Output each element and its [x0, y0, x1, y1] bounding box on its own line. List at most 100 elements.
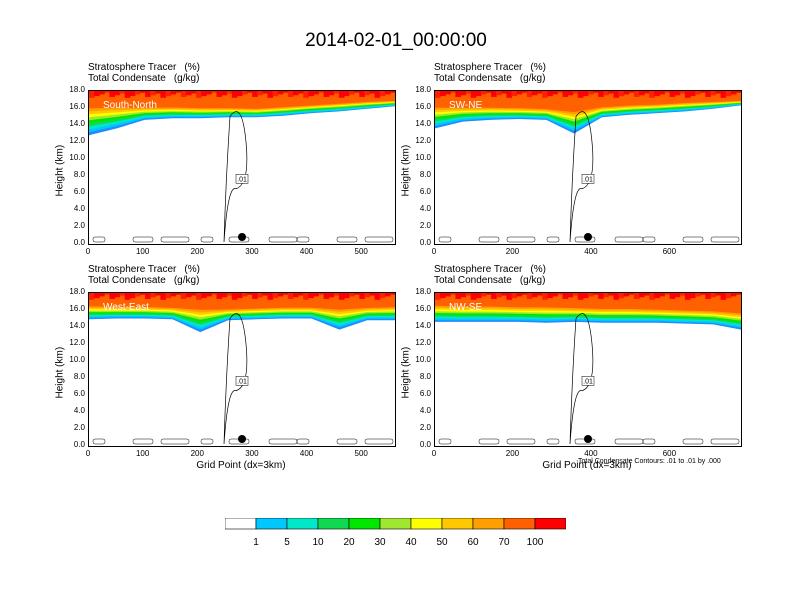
tracer-cap — [231, 91, 238, 98]
tracer-cap — [170, 91, 177, 95]
tracer-cap — [633, 91, 640, 97]
tracer-cap — [542, 293, 548, 300]
cross-section-svg: .01 West-East — [89, 293, 395, 445]
contour-footnote: Total Condensate Contours: .01 to .01 by… — [578, 458, 721, 465]
tracer-cap — [735, 91, 741, 93]
tracer-cap — [211, 293, 217, 295]
tracer-cap — [338, 91, 345, 98]
cross-section-svg: .01 NW-SE — [435, 293, 741, 445]
panel-label: SW-NE — [449, 100, 482, 111]
tracer-cap — [674, 293, 681, 298]
x-axis-label: Grid Point (dx=3km) — [542, 460, 632, 471]
location-marker — [238, 435, 246, 443]
tracer-cap — [236, 293, 243, 299]
condensate-contour-low — [160, 438, 190, 445]
panel-label: West-East — [103, 302, 149, 313]
panel-header: Stratosphere Tracer (%) Total Condensate (g… — [88, 264, 200, 286]
y-tick-label: 10.0 — [415, 153, 431, 162]
tracer-cap — [267, 293, 274, 300]
y-tick-label: 6.0 — [73, 187, 85, 196]
tracer-cap — [175, 293, 182, 295]
tracer-cap — [710, 91, 716, 96]
y-tick-label: 2.0 — [419, 221, 431, 230]
tracer-cap — [272, 91, 279, 97]
header-condensate: Total Condensate (g/kg) — [434, 73, 546, 84]
y-tick-label: 16.0 — [415, 102, 431, 111]
tracer-cap — [150, 91, 156, 96]
tracer-cap — [531, 91, 538, 96]
tracer-cap — [710, 293, 716, 298]
tracer-cap — [104, 293, 110, 295]
tracer-cap — [160, 91, 166, 98]
x-tick-label: 200 — [190, 449, 204, 458]
y-tick-label: 2.0 — [419, 423, 431, 432]
tracer-cap — [196, 293, 202, 300]
panel-header: Stratosphere Tracer (%) Total Condensate (g… — [434, 62, 546, 84]
tracer-cap — [272, 293, 279, 299]
condensate-contour-low — [296, 438, 310, 445]
tracer-cap — [613, 293, 620, 300]
y-tick-label: 18.0 — [69, 287, 85, 296]
tracer-cap — [445, 91, 451, 95]
tracer-cap — [521, 91, 528, 93]
x-tick-label: 600 — [662, 449, 677, 458]
condensate-contour-low — [438, 438, 452, 445]
tracer-cap — [359, 293, 365, 299]
tracer-cap — [140, 91, 146, 93]
tracer-cap — [293, 293, 299, 298]
tracer-cap — [344, 293, 350, 299]
tracer-cap — [470, 293, 477, 300]
y-tick-label: 12.0 — [415, 136, 431, 145]
y-tick-label: 4.0 — [419, 204, 431, 213]
header-tracer-unit: (%) — [530, 264, 546, 275]
tracer-cap — [552, 91, 558, 95]
tracer-cap — [293, 91, 299, 96]
tracer-cap — [369, 91, 376, 94]
tracer-cap — [572, 91, 579, 94]
tracer-cap — [94, 91, 100, 97]
tracer-cap — [562, 293, 569, 299]
tracer-cap — [598, 91, 604, 97]
tracer-cap — [140, 293, 146, 295]
tracer-cap — [303, 293, 309, 300]
tracer-cap — [582, 293, 589, 299]
tracer-cap — [700, 91, 706, 93]
tracer-cap — [109, 91, 115, 97]
tracer-cap — [618, 91, 625, 97]
y-tick-label: 4.0 — [419, 406, 431, 415]
tracer-cap — [715, 91, 722, 94]
contour-label: .01 — [581, 376, 595, 386]
y-tick-label: 4.0 — [73, 406, 85, 415]
panel-label: South-North — [103, 100, 157, 111]
colorbar-segment — [255, 518, 288, 530]
tracer-cap — [684, 91, 691, 98]
colorbar-segment — [317, 518, 350, 530]
x-tick-label: 400 — [584, 449, 598, 458]
tracer-cap — [679, 91, 686, 94]
tracer-cap — [547, 293, 553, 299]
tracer-cap — [725, 91, 732, 97]
tracer-cap — [649, 293, 655, 300]
panel-header: Stratosphere Tracer (%) Total Condensate (g… — [88, 62, 200, 84]
tracer-cap — [593, 91, 599, 93]
y-tick-label: 8.0 — [73, 372, 85, 381]
x-tick-label: 200 — [505, 247, 520, 256]
tracer-cap — [165, 91, 172, 97]
condensate-contour-low — [710, 438, 740, 445]
x-axis-label: Grid Point (dx=3km) — [196, 460, 286, 471]
colorbar-tick-label: 1 — [253, 537, 259, 548]
header-condensate-label: Total Condensate — [88, 73, 166, 84]
tracer-cap — [649, 91, 655, 98]
tracer-cap — [282, 293, 289, 295]
y-tick-label: 18.0 — [69, 85, 85, 94]
panel-south-north: Stratosphere Tracer (%) Total Condensate (g… — [55, 62, 408, 262]
header-tracer-unit: (%) — [184, 62, 200, 73]
colorbar-segment — [472, 518, 505, 530]
tracer-cap — [119, 293, 126, 296]
tracer-cap — [191, 91, 197, 94]
y-tick-label: 8.0 — [419, 170, 431, 179]
svg-text:.01: .01 — [583, 378, 593, 385]
tracer-cap — [354, 91, 360, 93]
colorbar-segment — [441, 518, 474, 530]
header-tracer: Stratosphere Tracer (%) — [434, 264, 546, 275]
